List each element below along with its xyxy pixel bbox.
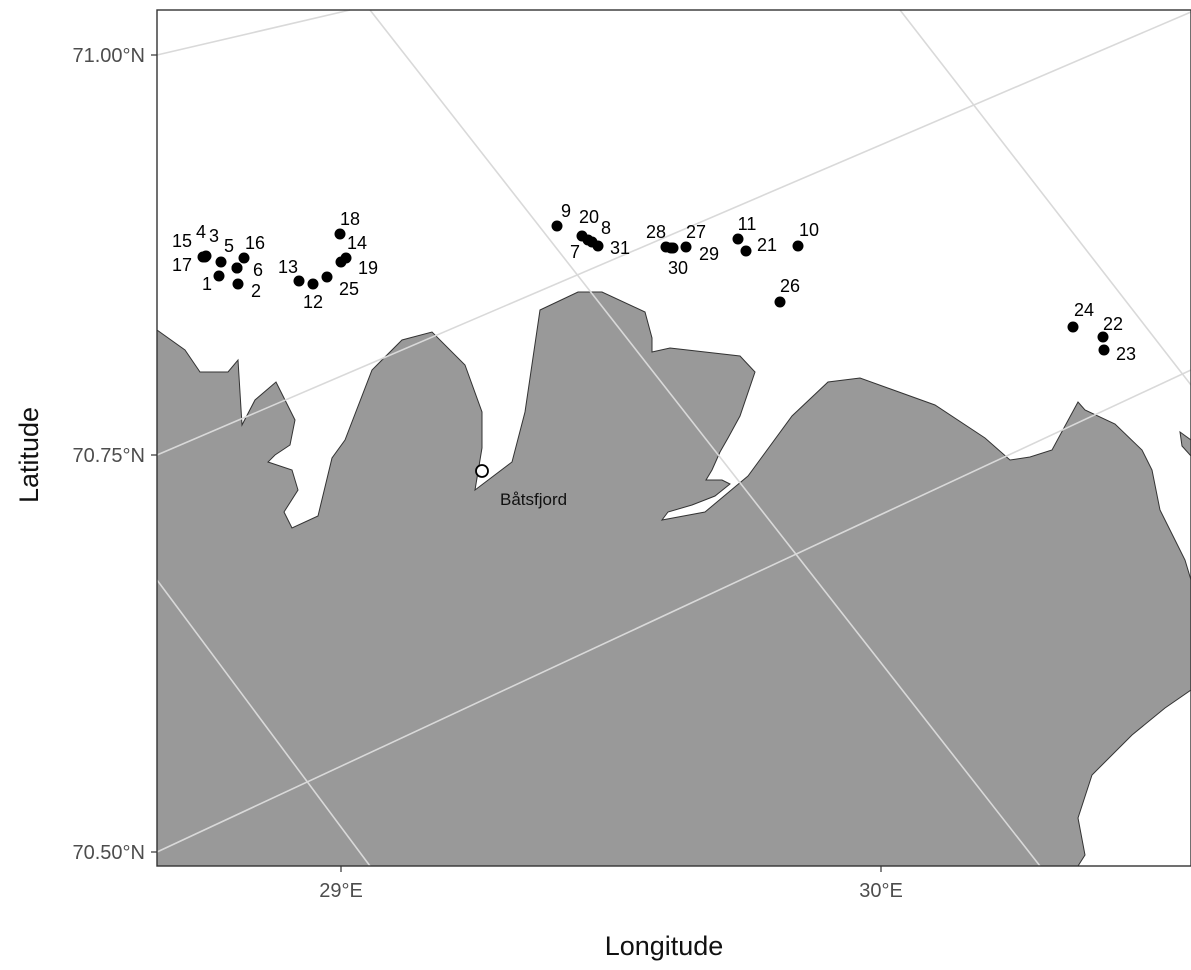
site-label: 12 bbox=[303, 292, 323, 312]
y-axis-title: Latitude bbox=[14, 407, 44, 503]
graticule-parallel-70-75 bbox=[156, 11, 1191, 456]
x-tick-label: 30°E bbox=[859, 880, 903, 902]
site-label: 11 bbox=[738, 214, 757, 234]
y-tick-label: 71.00°N bbox=[73, 45, 146, 67]
site-label: 26 bbox=[780, 276, 800, 296]
land-mass bbox=[156, 291, 1191, 867]
site-point bbox=[334, 228, 346, 240]
site-label: 23 bbox=[1116, 344, 1136, 364]
site-point bbox=[213, 270, 225, 282]
site-label: 20 bbox=[579, 207, 599, 227]
x-tick-label: 29°E bbox=[319, 880, 363, 902]
site-label: 1 bbox=[202, 274, 212, 294]
site-label: 29 bbox=[699, 244, 719, 264]
graticule-meridian-29e bbox=[369, 9, 1041, 867]
graticule bbox=[156, 9, 1191, 867]
site-label: 19 bbox=[358, 258, 378, 278]
town-label: Båtsfjord bbox=[500, 490, 567, 509]
site-point bbox=[732, 233, 744, 245]
site-point bbox=[321, 271, 333, 283]
site-point bbox=[740, 245, 752, 257]
site-label: 10 bbox=[799, 220, 819, 240]
site-point bbox=[1098, 344, 1110, 356]
site-label: 9 bbox=[561, 201, 571, 221]
site-label: 2 bbox=[251, 281, 261, 301]
y-tick-label: 70.75°N bbox=[73, 445, 146, 467]
graticule-parallel-70-50 bbox=[156, 369, 1191, 853]
site-point bbox=[215, 256, 227, 268]
site-label: 30 bbox=[668, 258, 688, 278]
site-point bbox=[335, 256, 347, 268]
site-point bbox=[665, 242, 677, 254]
site-point bbox=[551, 220, 563, 232]
site-point bbox=[1067, 321, 1079, 333]
site-label: 28 bbox=[646, 222, 666, 242]
site-label: 21 bbox=[757, 235, 777, 255]
site-label: 25 bbox=[339, 279, 359, 299]
graticule-parallel-71-00 bbox=[156, 9, 351, 56]
site-point bbox=[307, 278, 319, 290]
site-label: 7 bbox=[570, 242, 580, 262]
site-point bbox=[232, 278, 244, 290]
site-point bbox=[774, 296, 786, 308]
graticule-meridian-30e bbox=[899, 9, 1191, 386]
site-label: 15 bbox=[172, 231, 192, 251]
site-point bbox=[238, 252, 250, 264]
site-label: 22 bbox=[1103, 314, 1123, 334]
site-point bbox=[231, 262, 243, 274]
site-label: 13 bbox=[278, 257, 298, 277]
site-label: 8 bbox=[601, 218, 611, 238]
graticule-meridian-28e bbox=[156, 579, 371, 867]
site-label: 18 bbox=[340, 209, 360, 229]
site-label: 14 bbox=[347, 233, 367, 253]
site-label: 3 bbox=[209, 226, 219, 246]
site-label: 24 bbox=[1074, 300, 1094, 320]
site-point bbox=[293, 275, 305, 287]
x-axis: 29°E 30°E Longitude bbox=[319, 866, 903, 961]
site-point bbox=[792, 240, 804, 252]
site-point bbox=[592, 240, 604, 252]
site-label: 4 bbox=[196, 222, 206, 242]
panel-border bbox=[156, 9, 1191, 867]
y-axis: 71.00°N 70.75°N 70.50°N Latitude bbox=[14, 45, 157, 864]
site-point bbox=[199, 251, 211, 263]
site-label: 6 bbox=[253, 260, 263, 280]
town-batsfjord: Båtsfjord bbox=[475, 464, 567, 509]
site-label: 17 bbox=[172, 255, 192, 275]
site-label: 31 bbox=[610, 238, 630, 258]
site-point bbox=[680, 241, 692, 253]
y-tick-label: 70.50°N bbox=[73, 842, 146, 864]
town-marker bbox=[475, 464, 489, 478]
x-axis-title: Longitude bbox=[605, 931, 724, 961]
site-label: 16 bbox=[245, 233, 265, 253]
site-point bbox=[576, 230, 588, 242]
islet bbox=[1179, 430, 1191, 457]
site-label: 5 bbox=[224, 236, 234, 256]
site-point bbox=[1097, 331, 1109, 343]
site-label: 27 bbox=[686, 222, 706, 242]
